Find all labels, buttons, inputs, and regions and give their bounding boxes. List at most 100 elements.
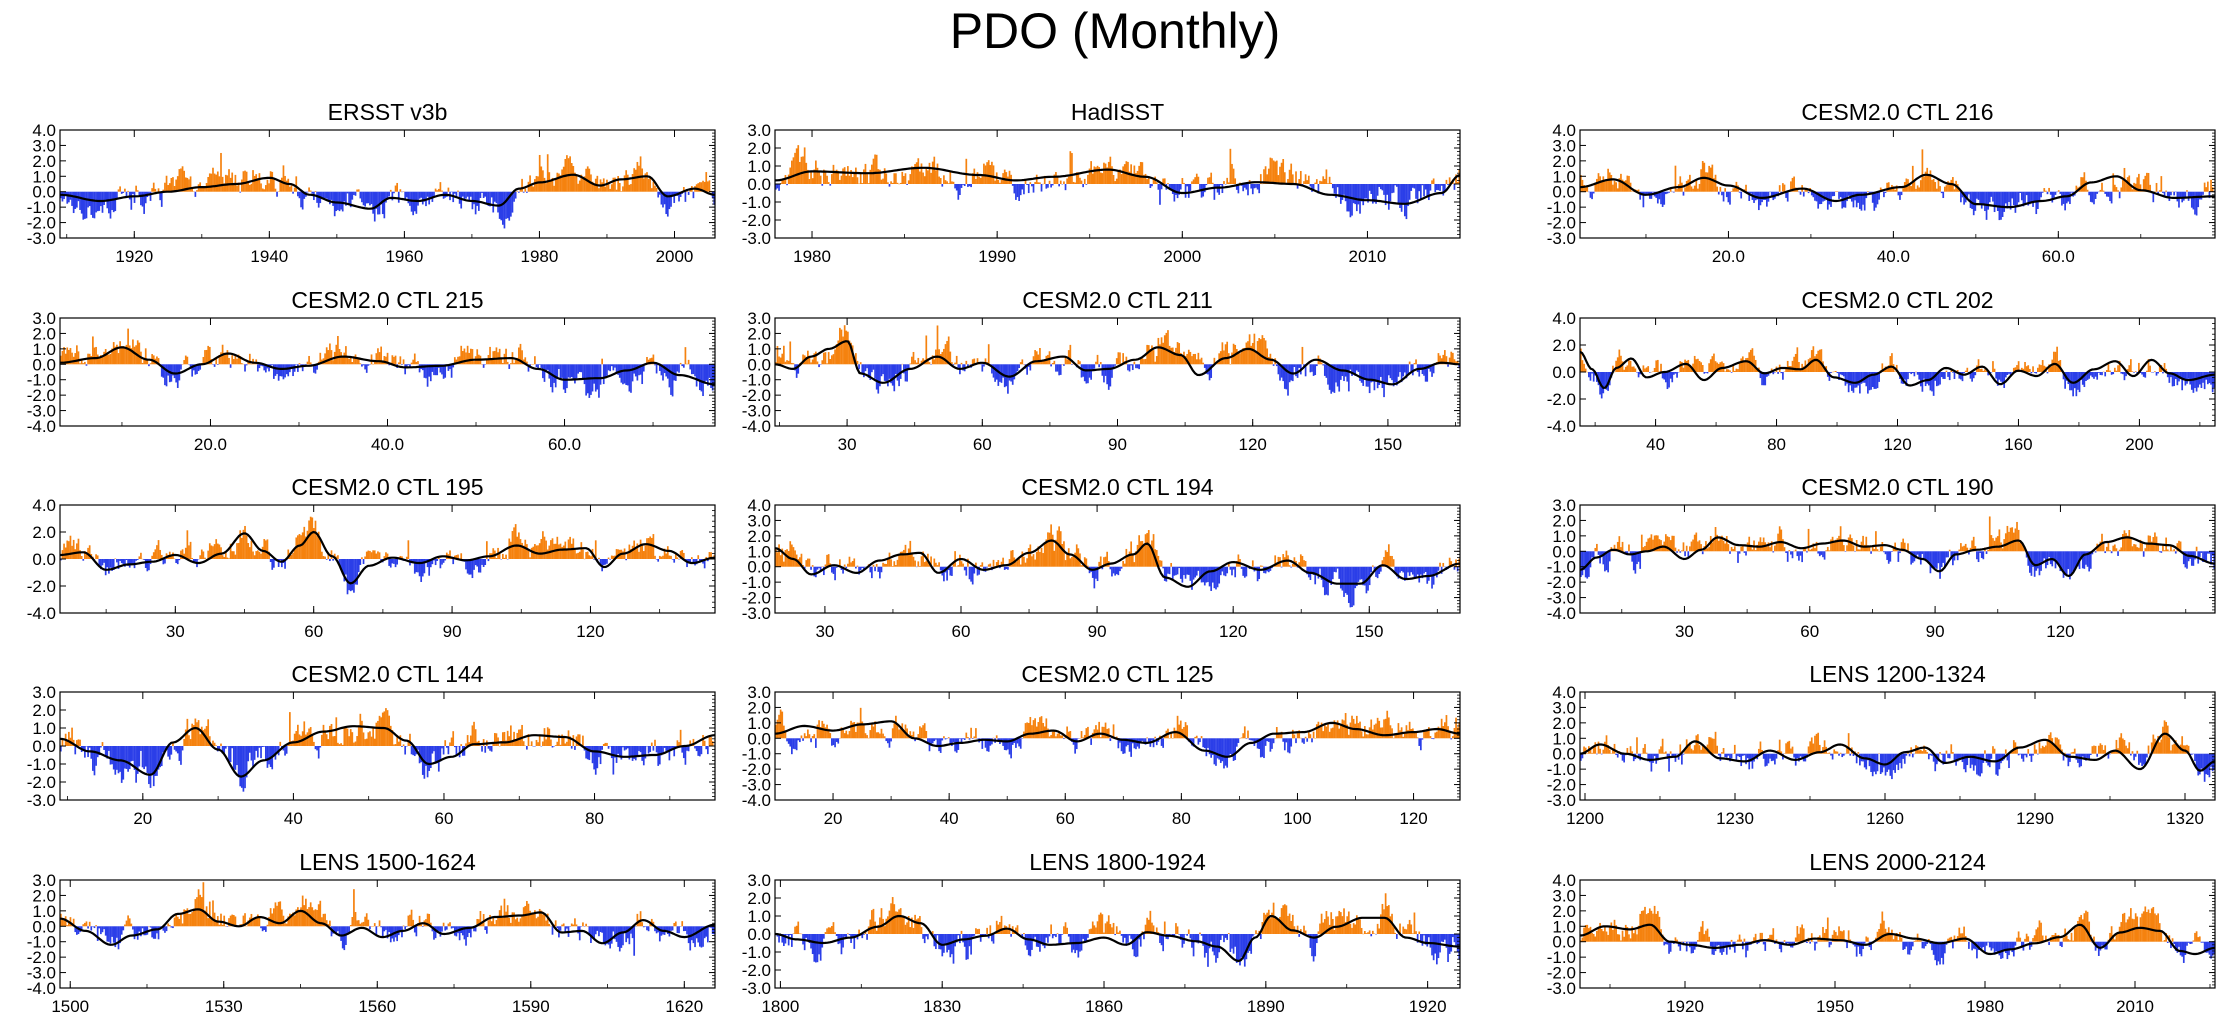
anomaly-bar [381, 712, 384, 746]
anomaly-bar [1887, 365, 1890, 372]
anomaly-bar [575, 553, 578, 559]
anomaly-bar [2162, 372, 2164, 374]
anomaly-bar [939, 566, 942, 571]
anomaly-bar [1195, 173, 1198, 184]
anomaly-bar [797, 738, 800, 741]
anomaly-bar [272, 364, 275, 379]
anomaly-bar [647, 538, 650, 559]
anomaly-bar [2211, 372, 2214, 393]
anomaly-bar [1136, 170, 1139, 184]
anomaly-bar [853, 558, 856, 567]
y-tick-label: 2.0 [1552, 336, 1576, 355]
anomaly-bar [1631, 366, 1634, 372]
anomaly-bar [1131, 554, 1134, 567]
anomaly-bar [2113, 184, 2116, 192]
anomaly-bar [2121, 180, 2124, 192]
anomaly-bar [1157, 555, 1160, 567]
anomaly-bar [357, 559, 360, 573]
anomaly-bar [928, 162, 931, 184]
anomaly-bar [847, 166, 849, 184]
anomaly-bar [1839, 526, 1842, 552]
anomaly-bar [200, 549, 203, 559]
anomaly-bar [2110, 551, 2113, 554]
anomaly-bar [1432, 178, 1435, 184]
anomaly-bar [925, 335, 928, 365]
anomaly-bar [381, 361, 384, 365]
anomaly-bar [612, 746, 615, 775]
anomaly-bar [2075, 372, 2078, 397]
anomaly-bar [813, 353, 816, 365]
anomaly-bar [1812, 543, 1815, 552]
anomaly-bar [1676, 189, 1678, 192]
anomaly-bar [1689, 546, 1691, 552]
y-axis: 3.02.01.00.0-1.0-2.0-3.0-4.0 [27, 309, 715, 436]
anomaly-bar [1987, 549, 1989, 552]
anomaly-bar [2038, 364, 2041, 372]
anomaly-bar [1681, 361, 1683, 372]
anomaly-bar [306, 530, 309, 559]
anomaly-bar [1407, 364, 1409, 375]
anomaly-bar [1992, 191, 1994, 202]
anomaly-bar [1655, 191, 1658, 198]
anomaly-bar [309, 516, 312, 559]
anomaly-bar [646, 356, 648, 365]
anomaly-bar [1440, 358, 1443, 365]
anomaly-bar [264, 364, 267, 373]
anomaly-bar [1235, 348, 1238, 365]
anomaly-bar [293, 187, 296, 192]
y-axis: 4.03.02.01.00.0-1.0-2.0-3.0 [742, 496, 1460, 623]
anomaly-bar [1757, 191, 1760, 211]
anomaly-bar [994, 364, 996, 382]
anomaly-bar [1689, 365, 1691, 372]
anomaly-bar [1363, 184, 1366, 199]
anomaly-bar [2037, 367, 2039, 372]
anomaly-bar [274, 188, 277, 192]
anomaly-bar [1330, 566, 1333, 585]
anomaly-bar [284, 559, 286, 569]
anomaly-bar [1960, 191, 1962, 203]
anomaly-bar [330, 723, 333, 746]
anomaly-bar [1809, 549, 1812, 552]
anomaly-bar [1642, 365, 1645, 372]
x-tick-label: 2010 [1349, 247, 1387, 266]
anomaly-bar [991, 364, 993, 374]
anomaly-bar [513, 362, 515, 365]
anomaly-bar [1395, 566, 1398, 577]
anomaly-bar [1911, 372, 1914, 374]
anomaly-bar [409, 191, 411, 206]
anomaly-bar [481, 559, 483, 565]
anomaly-bar [1770, 541, 1773, 552]
anomaly-bar [574, 549, 576, 559]
y-tick-label: -2.0 [27, 214, 56, 233]
anomaly-bar [1066, 359, 1068, 365]
anomaly-bar [1093, 364, 1096, 369]
anomaly-bar [1942, 551, 1945, 563]
anomaly-bar [1923, 551, 1925, 560]
anomaly-bar [548, 364, 551, 379]
anomaly-bar [1317, 184, 1320, 194]
anomaly-bar [1782, 539, 1784, 552]
anomaly-bar [489, 346, 491, 365]
anomaly-bar [228, 169, 230, 192]
anomaly-bar [904, 173, 907, 184]
anomaly-bar [931, 161, 934, 184]
anomaly-bar [1104, 556, 1107, 567]
anomaly-bar [1708, 363, 1710, 372]
anomaly-bar [111, 348, 113, 365]
anomaly-bar [588, 364, 591, 398]
anomaly-bar [537, 176, 539, 192]
anomaly-bar [1168, 345, 1171, 365]
anomaly-bar [264, 746, 267, 761]
anomaly-bar [582, 549, 584, 559]
anomaly-bar [490, 191, 493, 198]
anomaly-bar [1990, 191, 1993, 197]
anomaly-bar [1114, 566, 1116, 576]
anomaly-bar [1335, 566, 1337, 573]
anomaly-bar [2179, 541, 2182, 552]
anomaly-bar [907, 364, 910, 369]
anomaly-bar [1080, 565, 1083, 567]
x-axis: 30 60 90 120 150 [815, 505, 1438, 641]
anomaly-bar [882, 178, 884, 184]
anomaly-bar [1818, 191, 1821, 205]
anomaly-bar [1194, 566, 1197, 578]
